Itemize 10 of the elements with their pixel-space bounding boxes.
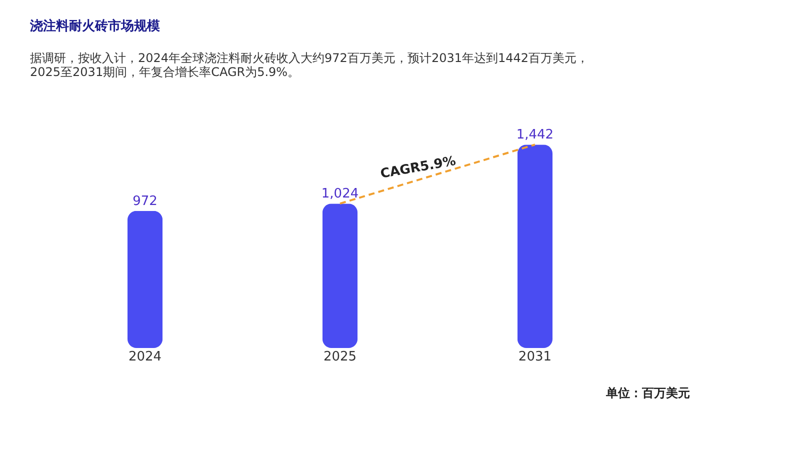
data-label: 1,442 <box>516 128 554 143</box>
chart-subtitle: 据调研，按收入计，2024年全球浇注料耐火砖收入大约972百万美元，预计2031年达到1442百万美元，2025至2031期间，年复合增长率CAGR为5.9%。 <box>30 51 589 79</box>
text: 单位：百万美元 <box>605 386 690 400</box>
data-label: 1,024 <box>321 186 359 202</box>
x-tick-label: 2025 <box>323 350 357 364</box>
x-tick-label: 2024 <box>128 350 162 364</box>
annotation: CAGR5.9% <box>379 154 458 182</box>
chart-title: 浇注料耐火砖市场规模 <box>29 18 160 34</box>
data-label: 972 <box>132 194 158 209</box>
x-tick-label: 2031 <box>518 350 552 364</box>
